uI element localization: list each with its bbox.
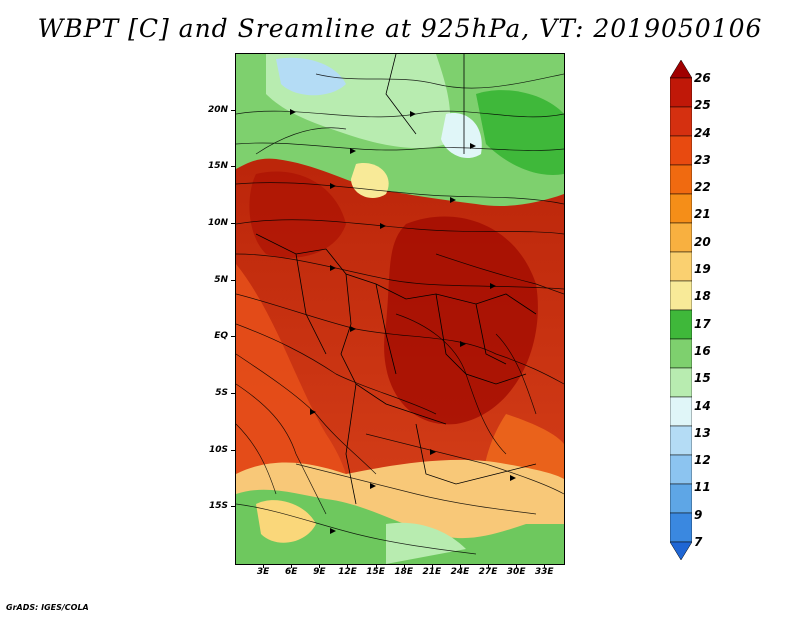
colorbar-segment (670, 164, 692, 195)
colorbar-segment (670, 309, 692, 340)
colorbar (670, 60, 692, 560)
x-tick-label: 27E (478, 567, 498, 577)
colorbar-level-label: 17 (694, 316, 711, 331)
y-tick-label: 5S (215, 388, 228, 398)
y-tick-mark (231, 279, 235, 281)
colorbar-level-label: 12 (694, 453, 711, 468)
colorbar-level-label: 13 (694, 425, 711, 440)
wbpt-south-cool (386, 522, 466, 564)
colorbar-level-label: 20 (694, 234, 711, 249)
colorbar-level-label: 11 (694, 480, 711, 495)
colorbar-level-label: 7 (694, 535, 703, 549)
y-tick-mark (231, 506, 235, 508)
x-tick-mark (263, 564, 265, 568)
x-tick-mark (319, 564, 321, 568)
map-field (236, 54, 564, 564)
wbpt-core-west (249, 171, 346, 258)
y-tick-label: 15S (208, 501, 228, 512)
colorbar-segment (670, 396, 692, 427)
x-tick-mark (459, 564, 461, 568)
colorbar-segment (670, 425, 692, 456)
colorbar-segment (670, 483, 692, 514)
x-tick-label: 3E (256, 567, 270, 577)
colorbar-segment (670, 367, 692, 398)
y-tick-mark (231, 393, 235, 394)
y-tick-mark (231, 223, 235, 224)
colorbar-segment (670, 60, 692, 79)
country-borders (255, 54, 537, 505)
x-tick-label: 18E (394, 567, 414, 577)
x-tick-mark (375, 564, 377, 568)
footer-credit: GrADS: IGES/COLA (6, 603, 89, 612)
colorbar-level-label: 15 (694, 371, 711, 386)
x-tick-mark (403, 564, 405, 568)
x-tick-mark (431, 564, 433, 568)
x-tick-label: 30E (506, 567, 526, 577)
wbpt-core-26 (384, 216, 538, 425)
plot-title: WBPT [C] and Sreamline at 925hPa, VT: 20… (37, 14, 763, 43)
colorbar-level-label: 26 (694, 71, 711, 85)
colorbar-segment (670, 193, 692, 224)
x-tick-label: 12E (338, 567, 357, 577)
wbpt-north-east-green (476, 90, 564, 175)
streamline-arrows (290, 109, 516, 534)
colorbar-level-label: 25 (694, 98, 711, 113)
colorbar-segment (670, 280, 692, 311)
x-tick-label: 21E (422, 567, 442, 577)
colorbar-segment (670, 541, 692, 560)
colorbar-segment (670, 106, 692, 137)
y-tick-label: 15N (207, 161, 228, 172)
y-tick-mark (231, 109, 235, 111)
y-tick-mark (231, 449, 235, 451)
x-tick-label: 6E (285, 567, 298, 577)
streamlines (236, 73, 564, 555)
x-tick-mark (347, 564, 349, 568)
y-tick-mark (231, 166, 235, 168)
colorbar-level-label: 21 (694, 207, 711, 222)
y-tick-mark (231, 336, 235, 338)
y-tick-label: EQ (214, 331, 228, 342)
y-tick-label: 20N (207, 104, 228, 115)
y-tick-label: 5N (214, 274, 228, 285)
x-tick-label: 9E (313, 567, 326, 577)
colorbar-segment (670, 512, 692, 543)
wbpt-north-blue (276, 57, 346, 96)
colorbar-level-label: 24 (694, 125, 711, 140)
x-tick-mark (291, 564, 293, 568)
colorbar-segment (670, 222, 692, 253)
colorbar-level-label: 22 (694, 180, 711, 195)
x-tick-mark (544, 564, 546, 568)
colorbar-segment (670, 135, 692, 166)
y-tick-label: 10N (207, 218, 228, 228)
colorbar-level-label: 14 (694, 398, 711, 413)
colorbar-level-label: 18 (694, 289, 711, 304)
x-tick-label: 24E (450, 567, 470, 577)
x-tick-mark (488, 564, 490, 568)
colorbar-level-label: 23 (694, 152, 711, 167)
colorbar-level-label: 16 (694, 343, 711, 358)
colorbar-segment (670, 251, 692, 282)
y-tick-label: 10S (208, 444, 228, 455)
x-tick-label: 33E (534, 567, 554, 577)
colorbar-segment (670, 338, 692, 369)
colorbar-segment (670, 77, 692, 108)
colorbar-level-label: 9 (694, 507, 703, 522)
colorbar-level-label: 19 (694, 262, 711, 277)
x-tick-label: 15E (366, 567, 385, 577)
wbpt-north-yellow (351, 163, 389, 199)
x-tick-mark (516, 564, 518, 568)
colorbar-segment (670, 454, 692, 485)
map-panel (235, 53, 565, 565)
